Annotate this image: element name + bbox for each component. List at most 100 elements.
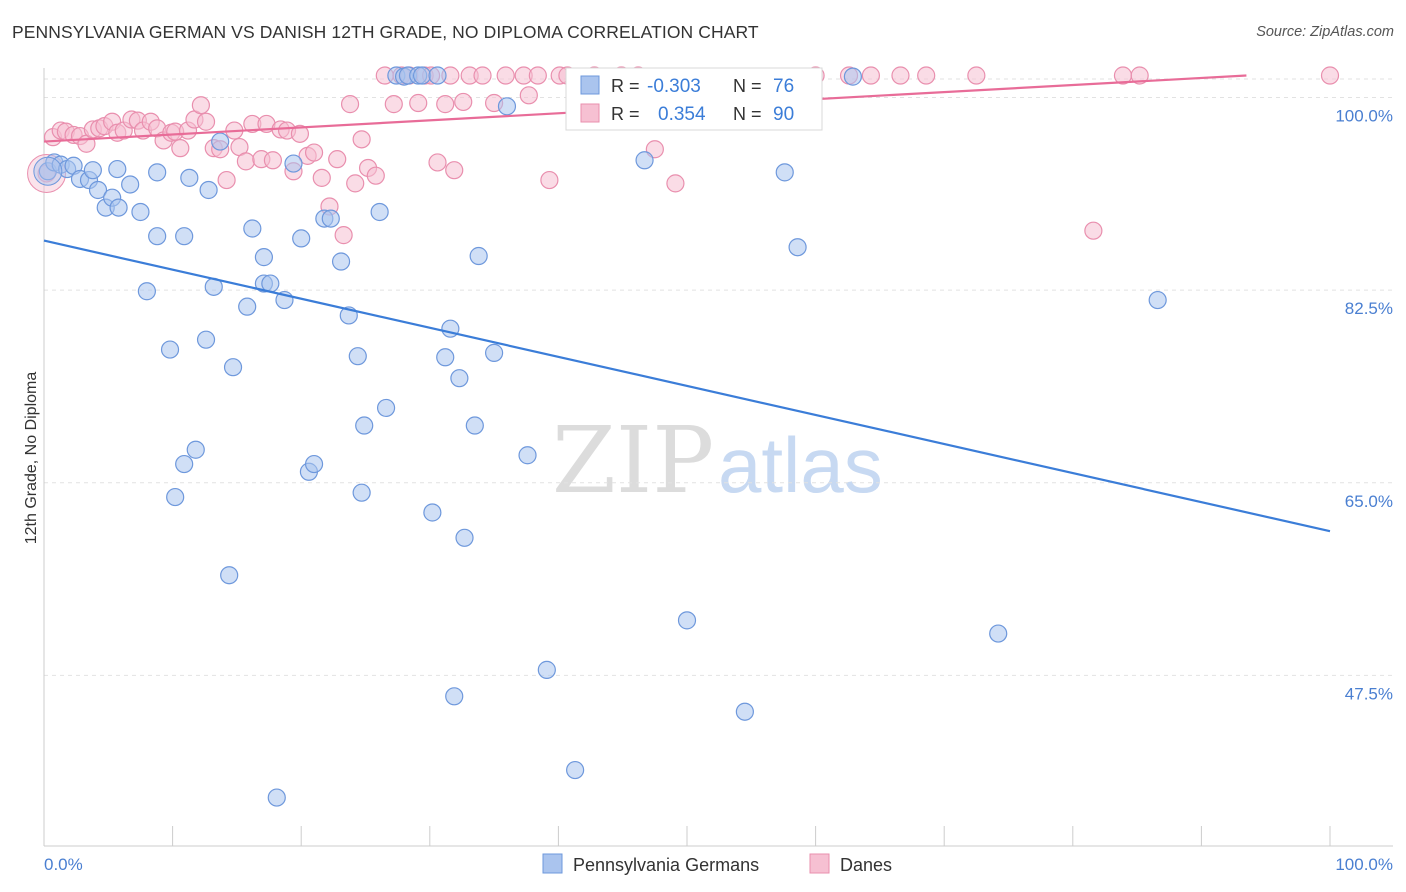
danes-point xyxy=(236,152,256,171)
pennsylvania-germans-point xyxy=(175,454,194,474)
pennsylvania-germans-point xyxy=(455,528,474,547)
danes-point xyxy=(328,150,347,169)
y-tick-label: 100.0% xyxy=(1335,107,1393,126)
pennsylvania-germans-point xyxy=(497,97,517,116)
legend-swatch-blue xyxy=(580,75,600,95)
danes-point xyxy=(217,170,236,190)
pennsylvania-germans-point xyxy=(88,180,108,200)
pennsylvania-germans-point xyxy=(485,343,504,362)
pennsylvania-germans-point xyxy=(412,66,432,85)
legend-r-label-pink: R = xyxy=(611,104,640,124)
danes-point xyxy=(191,96,210,115)
blue-trend-line xyxy=(43,239,1331,533)
y-tick-label: 47.5% xyxy=(1345,684,1393,703)
legend-n-value-blue: 76 xyxy=(773,76,794,97)
danes-point xyxy=(428,153,447,172)
danes-point xyxy=(334,226,353,245)
pennsylvania-germans-point xyxy=(465,416,484,435)
danes-point xyxy=(917,66,936,85)
chart-title: PENNSYLVANIA GERMAN VS DANISH 12TH GRADE… xyxy=(12,22,759,42)
pennsylvania-germans-point xyxy=(450,369,469,388)
bottom-legend-swatch-pink xyxy=(809,853,830,874)
danes-point xyxy=(409,93,428,113)
danes-point xyxy=(666,174,685,193)
pennsylvania-germans-point xyxy=(331,252,351,271)
pennsylvania-germans-point xyxy=(423,503,442,522)
legend-n-label-pink: N = xyxy=(733,104,762,124)
pennsylvania-germans-point xyxy=(635,151,654,170)
x-tick-label-min: 0.0% xyxy=(44,855,83,874)
pennsylvania-germans-point xyxy=(238,297,257,316)
danes-point xyxy=(171,139,190,158)
pennsylvania-germans-point xyxy=(254,248,274,267)
danes-point xyxy=(519,86,538,105)
pennsylvania-germans-point xyxy=(989,624,1008,643)
pennsylvania-germans-point xyxy=(537,660,556,679)
danes-point xyxy=(1320,66,1340,85)
watermark-zip: ZIP xyxy=(552,407,714,514)
danes-point xyxy=(540,170,559,190)
danes-point xyxy=(445,161,464,180)
pennsylvania-germans-point xyxy=(1148,290,1167,310)
pennsylvania-germans-point xyxy=(166,487,185,507)
pennsylvania-germans-point xyxy=(775,163,794,182)
danes-point xyxy=(967,66,986,85)
pennsylvania-germans-point xyxy=(370,202,389,222)
pennsylvania-germans-point xyxy=(186,440,205,459)
pennsylvania-germans-point xyxy=(83,161,102,180)
pennsylvania-germans-point xyxy=(376,398,396,418)
danes-point xyxy=(196,112,216,131)
source-credit: Source: ZipAtlas.com xyxy=(1256,24,1394,40)
legend-r-label-blue: R = xyxy=(611,76,640,96)
pennsylvania-germans-point xyxy=(199,180,218,200)
pennsylvania-germans-point xyxy=(160,340,180,359)
pennsylvania-germans-point xyxy=(436,348,455,367)
correlation-legend: R = -0.303 N = 76 R = 0.354 N = 90 xyxy=(565,67,823,131)
danes-point xyxy=(340,95,360,114)
danes-point xyxy=(312,168,331,187)
pennsylvania-germans-point xyxy=(304,454,324,474)
danes-point xyxy=(496,66,515,85)
pennsylvania-germans-point xyxy=(321,209,340,228)
pennsylvania-germans-point xyxy=(223,358,243,377)
series-legend: Pennsylvania Germans Danes xyxy=(542,853,892,875)
y-axis-label: 12th Grade, No Diploma xyxy=(23,372,40,545)
watermark-atlas: atlas xyxy=(718,421,883,509)
danes-point xyxy=(290,124,310,143)
pennsylvania-germans-point xyxy=(243,219,262,238)
danes-point xyxy=(384,95,403,114)
pennsylvania-germans-point xyxy=(131,202,150,222)
legend-swatch-pink xyxy=(580,103,600,123)
pennsylvania-germans-point xyxy=(843,67,862,86)
pennsylvania-germans-point xyxy=(175,227,194,246)
danes-point xyxy=(436,95,455,114)
legend-n-label-blue: N = xyxy=(733,76,762,96)
pennsylvania-germans-point xyxy=(284,154,303,173)
pennsylvania-germans-series xyxy=(33,66,1167,807)
pennsylvania-germans-point xyxy=(148,163,167,182)
pennsylvania-germans-point xyxy=(292,229,311,248)
pennsylvania-germans-point xyxy=(121,175,140,194)
pennsylvania-germans-point xyxy=(220,566,239,585)
pennsylvania-germans-point xyxy=(788,238,807,257)
pennsylvania-germans-point xyxy=(355,416,374,435)
danes-point xyxy=(263,151,283,170)
pennsylvania-germans-point xyxy=(196,330,216,349)
pennsylvania-germans-point xyxy=(109,198,128,217)
bottom-legend-label-blue: Pennsylvania Germans xyxy=(573,855,759,875)
danes-point xyxy=(346,174,365,193)
pennsylvania-germans-point xyxy=(148,227,167,246)
pennsylvania-germans-point xyxy=(677,611,697,630)
danes-point xyxy=(861,66,880,85)
y-tick-label: 82.5% xyxy=(1345,299,1393,318)
pennsylvania-germans-point xyxy=(108,159,127,179)
danes-point xyxy=(366,166,385,185)
danes-point xyxy=(528,66,547,85)
y-tick-label: 65.0% xyxy=(1345,492,1393,511)
pennsylvania-germans-point xyxy=(735,702,754,721)
pennsylvania-germans-point xyxy=(348,347,367,366)
pennsylvania-germans-point xyxy=(267,788,286,807)
pennsylvania-germans-point xyxy=(137,282,156,301)
pennsylvania-germans-point xyxy=(445,687,464,706)
